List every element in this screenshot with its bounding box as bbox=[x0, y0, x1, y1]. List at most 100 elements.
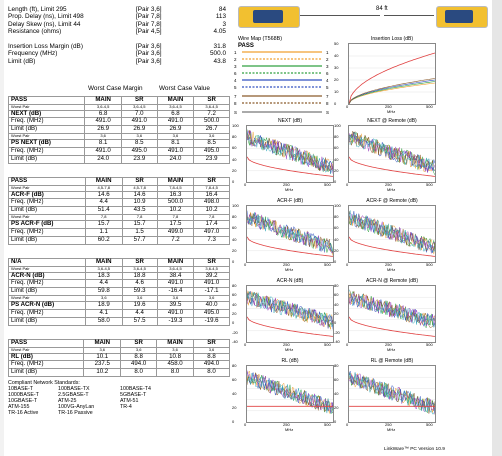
summary-value: 43.8 bbox=[213, 57, 226, 65]
table-cell: SR bbox=[193, 177, 230, 186]
summary-value: 3 bbox=[222, 20, 226, 28]
graph-title: ACR-F (dB) bbox=[276, 198, 304, 204]
table-cell: 23.9 bbox=[193, 154, 230, 164]
summary-label: Resistance (ohms) bbox=[8, 28, 62, 36]
y-tick-label: 40 bbox=[334, 156, 339, 162]
table-cell: Freq. (MHz) bbox=[7, 146, 86, 156]
wiremap-status: PASS bbox=[238, 43, 254, 49]
pair-trace bbox=[246, 135, 334, 171]
table-cell: 8.0 bbox=[120, 368, 158, 378]
wire-map: Wire Map (T568B) PASS 1 1 2 2 3 3 6 6 4 4 5 5 7 7 8 8 S S bbox=[232, 36, 332, 118]
test-graph: ACR-F (dB) 100 80 60 40 20 0 0 250 500 MHz bbox=[232, 198, 336, 276]
y-tick-label: 20 bbox=[334, 247, 339, 253]
graph-title: NEXT (dB) bbox=[277, 118, 303, 124]
x-axis-label: MHz bbox=[285, 267, 294, 272]
wiremap-pin-right: 5 bbox=[326, 85, 329, 90]
standards-list: 10BASE-T 100BASE-TX 100BASE-T4 1000BASE-T 2.… bbox=[8, 386, 230, 416]
y-tick-label: 0 bbox=[334, 259, 337, 264]
y-tick-label: 30 bbox=[334, 65, 339, 70]
x-axis-label: MHz bbox=[285, 347, 294, 352]
y-tick-label: -40 bbox=[232, 339, 238, 344]
table-row: PASS MAIN SR MAIN SR bbox=[8, 177, 230, 186]
y-tick-label: 20 bbox=[334, 311, 339, 316]
y-tick-label: 20 bbox=[232, 167, 237, 173]
wiremap-pin-left: 2 bbox=[234, 57, 237, 62]
summary-pair: [Pair 3,6] bbox=[136, 57, 162, 65]
wiremap-pin-left: 1 bbox=[234, 50, 237, 55]
standard-item: 5GBASE-T bbox=[120, 392, 147, 398]
test-graph: ACR-F @ Remote (dB) 100 80 60 40 20 0 0 250 500 MH… bbox=[334, 198, 438, 276]
table-cell: 24.0 bbox=[156, 154, 195, 164]
table-cell: Limit (dB) bbox=[7, 154, 86, 164]
wiremap-diagram: 1 1 2 2 3 3 6 6 4 4 5 5 7 7 8 8 S S bbox=[234, 50, 329, 115]
y-tick-label: 60 bbox=[232, 377, 237, 382]
summary-value: 500.0 bbox=[210, 50, 226, 58]
summary-row: Delay Skew (ns), Limit 44 [Pair 7,8] 3 bbox=[8, 21, 230, 28]
plot-svg bbox=[348, 52, 436, 105]
y-tick-label: 20 bbox=[232, 311, 237, 316]
graph-title: ACR-N (dB) bbox=[276, 278, 304, 284]
table-row: Freq. (MHz) 237.5 494.0 458.0 494.0 bbox=[7, 360, 231, 370]
x-axis-label: MHz bbox=[285, 187, 294, 192]
wiremap-pin-right: 8 bbox=[326, 101, 329, 106]
scrollbar[interactable] bbox=[492, 0, 502, 456]
table-cell: 60.2 bbox=[84, 235, 123, 245]
table-cell: Limit (dB) bbox=[8, 287, 86, 297]
y-tick-label: 20 bbox=[334, 405, 339, 410]
plot-svg bbox=[348, 210, 436, 257]
summary-value: 4.05 bbox=[213, 28, 226, 36]
x-tick-label: 0 bbox=[244, 262, 247, 267]
y-tick-label: 40 bbox=[334, 53, 339, 58]
x-tick-label: 500 bbox=[426, 422, 433, 427]
pair-trace bbox=[348, 375, 436, 414]
standard-item: 10BASE-T bbox=[8, 386, 34, 392]
table-cell: 26.9 bbox=[120, 125, 158, 135]
pair-trace bbox=[348, 131, 436, 172]
x-tick-label: 500 bbox=[426, 342, 433, 347]
y-tick-label: 100 bbox=[334, 123, 341, 128]
table-cell: Limit (dB) bbox=[8, 206, 86, 216]
graph-title: NEXT @ Remote (dB) bbox=[367, 118, 417, 124]
y-tick-label: 0 bbox=[232, 419, 235, 424]
summary-pair: [Pair 7,8] bbox=[136, 20, 162, 28]
y-tick-label: -40 bbox=[334, 339, 340, 344]
table-cell: 4.4 bbox=[121, 308, 158, 318]
table-cell: PASS bbox=[8, 177, 86, 186]
worst-case-headers: Worst Case Margin Worst Case Value bbox=[8, 85, 230, 92]
y-tick-label: 80 bbox=[232, 283, 237, 288]
table-cell: N/A bbox=[8, 258, 86, 267]
test-graph: Insertion Loss (dB) 50 40 30 20 10 0 0 250 500 MHz bbox=[334, 36, 438, 118]
x-tick-label: 500 bbox=[324, 342, 331, 347]
y-tick-label: 100 bbox=[232, 123, 239, 128]
x-axis-label: MHz bbox=[285, 427, 294, 432]
table-cell: Limit (dB) bbox=[7, 125, 86, 135]
table-cell: Limit (dB) bbox=[7, 368, 85, 378]
standard-item bbox=[120, 410, 180, 416]
length-badge: 84 ft bbox=[376, 6, 388, 12]
y-tick-label: 0 bbox=[232, 259, 235, 264]
wiremap-pin-right: S bbox=[326, 110, 329, 115]
pair-trace bbox=[348, 78, 436, 105]
graph-title: Insertion Loss (dB) bbox=[371, 36, 413, 42]
plot-svg bbox=[246, 129, 334, 177]
pair-trace bbox=[246, 130, 334, 172]
worst-case-margin-header: Worst Case Margin bbox=[88, 85, 143, 92]
wiremap-pin-left: S bbox=[234, 110, 237, 115]
table-row: Freq. (MHz) 4.4 10.9 500.0 498.0 bbox=[8, 198, 230, 208]
x-tick-label: 250 bbox=[385, 104, 392, 109]
table-cell: 499.0 bbox=[156, 227, 195, 237]
y-tick-label: 60 bbox=[232, 292, 237, 298]
summary-value: 84 bbox=[218, 6, 226, 13]
summary-pair: [Pair 3,6] bbox=[136, 6, 162, 13]
y-tick-label: 80 bbox=[232, 214, 237, 220]
limit-line bbox=[348, 316, 436, 337]
standard-item: ATM-155 bbox=[8, 404, 30, 410]
y-tick-label: 60 bbox=[232, 225, 237, 231]
x-tick-label: 250 bbox=[385, 342, 392, 347]
table-row: Limit (dB) 60.2 57.7 7.2 7.3 bbox=[8, 235, 230, 245]
wiremap-pin-left: 8 bbox=[234, 101, 237, 106]
table-row: Limit (dB) 10.2 8.0 8.0 8.0 bbox=[7, 368, 231, 378]
pair-trace bbox=[246, 373, 334, 415]
graph-title: ACR-N @ Remote (dB) bbox=[365, 278, 419, 284]
